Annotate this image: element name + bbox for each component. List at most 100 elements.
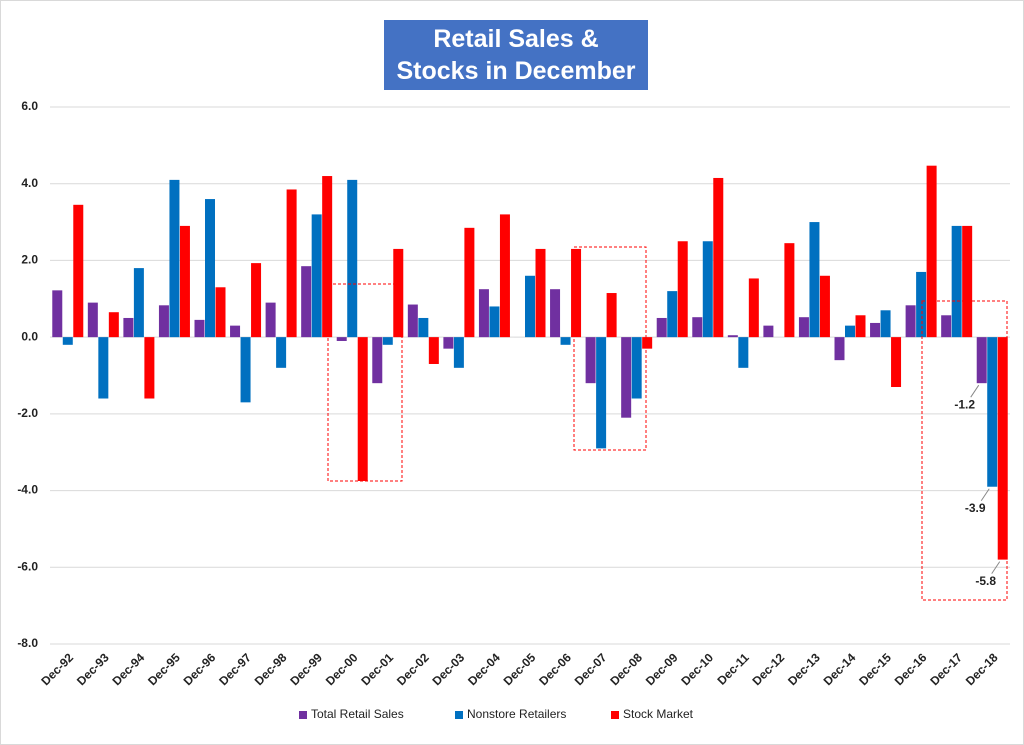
bar — [123, 317, 134, 338]
bar — [631, 337, 642, 399]
labels: -8.0 -6.0 -4.0 -2.0 0.0 2.0 4.0 6.0 Dec-92Dec-93… — [17, 99, 1001, 721]
bar — [784, 243, 795, 338]
legend-label: Nonstore Retailers — [467, 707, 566, 721]
bar — [997, 337, 1008, 560]
x-tick-label: Dec-92 — [38, 650, 76, 688]
bar — [499, 214, 510, 338]
bar — [809, 222, 820, 338]
bar — [855, 315, 866, 338]
label-leader — [970, 384, 980, 398]
bar — [585, 337, 596, 384]
bar — [763, 325, 774, 338]
bar — [870, 322, 881, 338]
y-tick-label: -8.0 — [17, 636, 38, 650]
bar — [336, 337, 347, 341]
bar — [301, 266, 312, 338]
y-tick-label: 0.0 — [21, 329, 38, 343]
bar — [606, 293, 617, 338]
x-tick-label: Dec-18 — [963, 650, 1001, 688]
x-tick-label: Dec-95 — [145, 650, 183, 688]
bar — [98, 337, 109, 399]
bar — [560, 337, 571, 345]
bar — [108, 312, 119, 338]
label-leader — [980, 488, 990, 502]
y-tick-label: 6.0 — [21, 99, 38, 113]
bar — [169, 179, 180, 338]
x-tick-label: Dec-00 — [323, 650, 361, 688]
bar — [713, 177, 724, 338]
bar — [133, 268, 144, 338]
x-tick-label: Dec-11 — [714, 650, 751, 687]
x-tick-label: Dec-93 — [74, 650, 112, 688]
bar — [179, 225, 190, 338]
y-tick-label: -4.0 — [17, 483, 38, 497]
bar — [443, 337, 454, 349]
bar — [834, 337, 845, 361]
legend-swatch — [611, 711, 619, 719]
bar — [642, 337, 653, 349]
bar — [976, 337, 987, 384]
x-tick-label: Dec-04 — [465, 650, 503, 688]
grid — [50, 106, 1010, 645]
bar — [393, 248, 404, 338]
legend-swatch — [299, 711, 307, 719]
bar — [382, 337, 393, 345]
bar — [550, 289, 561, 338]
highlight-box — [921, 300, 1008, 601]
y-tick-label: -6.0 — [17, 559, 38, 573]
x-tick-label: Dec-16 — [892, 650, 930, 688]
x-tick-label: Dec-08 — [607, 650, 645, 688]
bar — [525, 275, 535, 338]
bar — [464, 227, 475, 338]
bar — [621, 337, 632, 418]
bar — [987, 337, 998, 487]
bar — [347, 179, 358, 338]
y-tick-label: 4.0 — [21, 176, 38, 190]
x-tick-label: Dec-13 — [785, 650, 823, 688]
bar — [656, 317, 667, 338]
chart-title: Retail Sales & Stocks in December — [384, 20, 648, 90]
bar — [926, 165, 937, 338]
legend-label: Total Retail Sales — [311, 707, 404, 721]
bar — [73, 204, 84, 338]
highlight-boxes — [327, 246, 1008, 601]
x-tick-label: Dec-07 — [572, 650, 610, 688]
bar — [478, 289, 489, 338]
highlight-box — [327, 283, 403, 482]
bar — [265, 302, 276, 338]
x-tick-label: Dec-96 — [181, 650, 219, 688]
bar — [962, 225, 973, 338]
bar — [891, 337, 902, 388]
x-tick-label: Dec-02 — [394, 650, 432, 688]
y-tick-label: 2.0 — [21, 253, 38, 267]
bar — [357, 337, 368, 481]
bar — [240, 337, 251, 403]
bar — [194, 319, 205, 338]
data-label: -3.9 — [965, 501, 986, 515]
x-tick-label: Dec-14 — [821, 650, 859, 688]
data-label: -5.8 — [975, 574, 996, 588]
bar — [667, 291, 678, 338]
bar — [951, 225, 962, 338]
bar — [727, 335, 738, 338]
bar — [311, 214, 322, 338]
label-leader — [991, 561, 1001, 574]
bar — [702, 241, 713, 338]
x-tick-label: Dec-12 — [750, 650, 788, 688]
x-tick-label: Dec-01 — [358, 650, 396, 688]
bar — [489, 306, 500, 338]
bar — [276, 337, 287, 368]
x-tick-label: Dec-15 — [856, 650, 894, 688]
bar — [677, 241, 688, 338]
legend-label: Stock Market — [623, 707, 694, 721]
y-tick-label: -2.0 — [17, 406, 38, 420]
bar — [205, 199, 215, 338]
bar — [52, 290, 63, 338]
bar — [941, 315, 952, 338]
bar — [798, 317, 809, 338]
bar — [372, 337, 383, 384]
x-tick-label: Dec-05 — [501, 650, 539, 688]
bar — [286, 189, 297, 338]
